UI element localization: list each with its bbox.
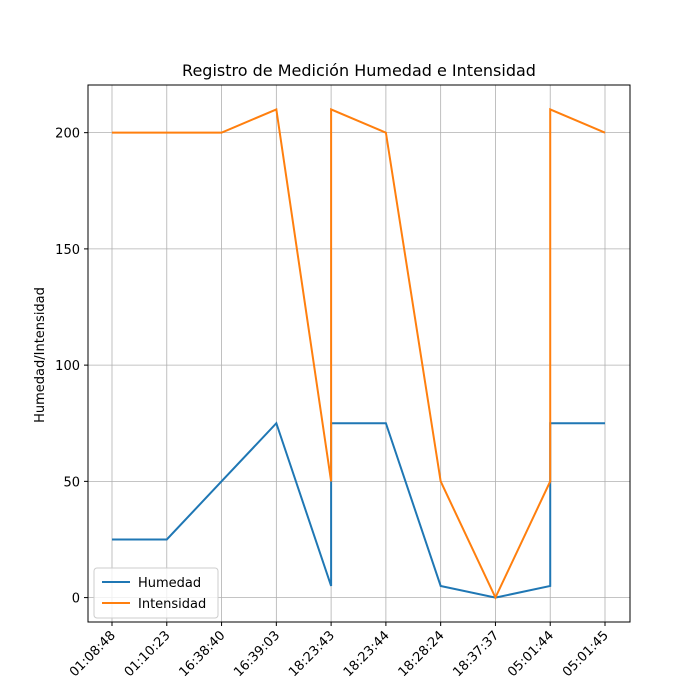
y-tick-label: 200	[55, 127, 80, 142]
y-tick-label: 50	[63, 475, 80, 490]
series-line	[112, 421, 605, 599]
plot-frame	[87, 84, 631, 623]
legend-box	[93, 567, 219, 619]
y-tick-label: 100	[55, 359, 80, 374]
y-tick-label: 150	[55, 243, 80, 258]
y-axis-label: Humedad/Intensidad	[33, 287, 48, 423]
legend-label: Intensidad	[138, 597, 206, 612]
chart-title: Registro de Medición Humedad e Intensida…	[182, 61, 536, 80]
legend-label: Humedad	[138, 576, 201, 591]
y-tick-label: 0	[72, 592, 80, 607]
series-line	[112, 107, 606, 600]
